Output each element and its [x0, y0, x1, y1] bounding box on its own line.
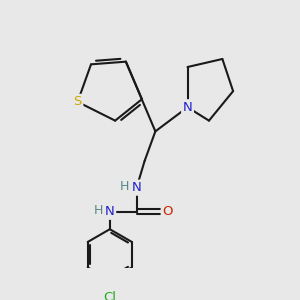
Text: N: N	[105, 205, 115, 218]
Text: H: H	[120, 180, 129, 193]
Text: H: H	[94, 204, 103, 217]
Text: S: S	[74, 95, 82, 108]
Text: Cl: Cl	[103, 291, 116, 300]
Text: O: O	[162, 205, 173, 218]
Text: N: N	[132, 181, 142, 194]
Text: N: N	[183, 101, 192, 114]
